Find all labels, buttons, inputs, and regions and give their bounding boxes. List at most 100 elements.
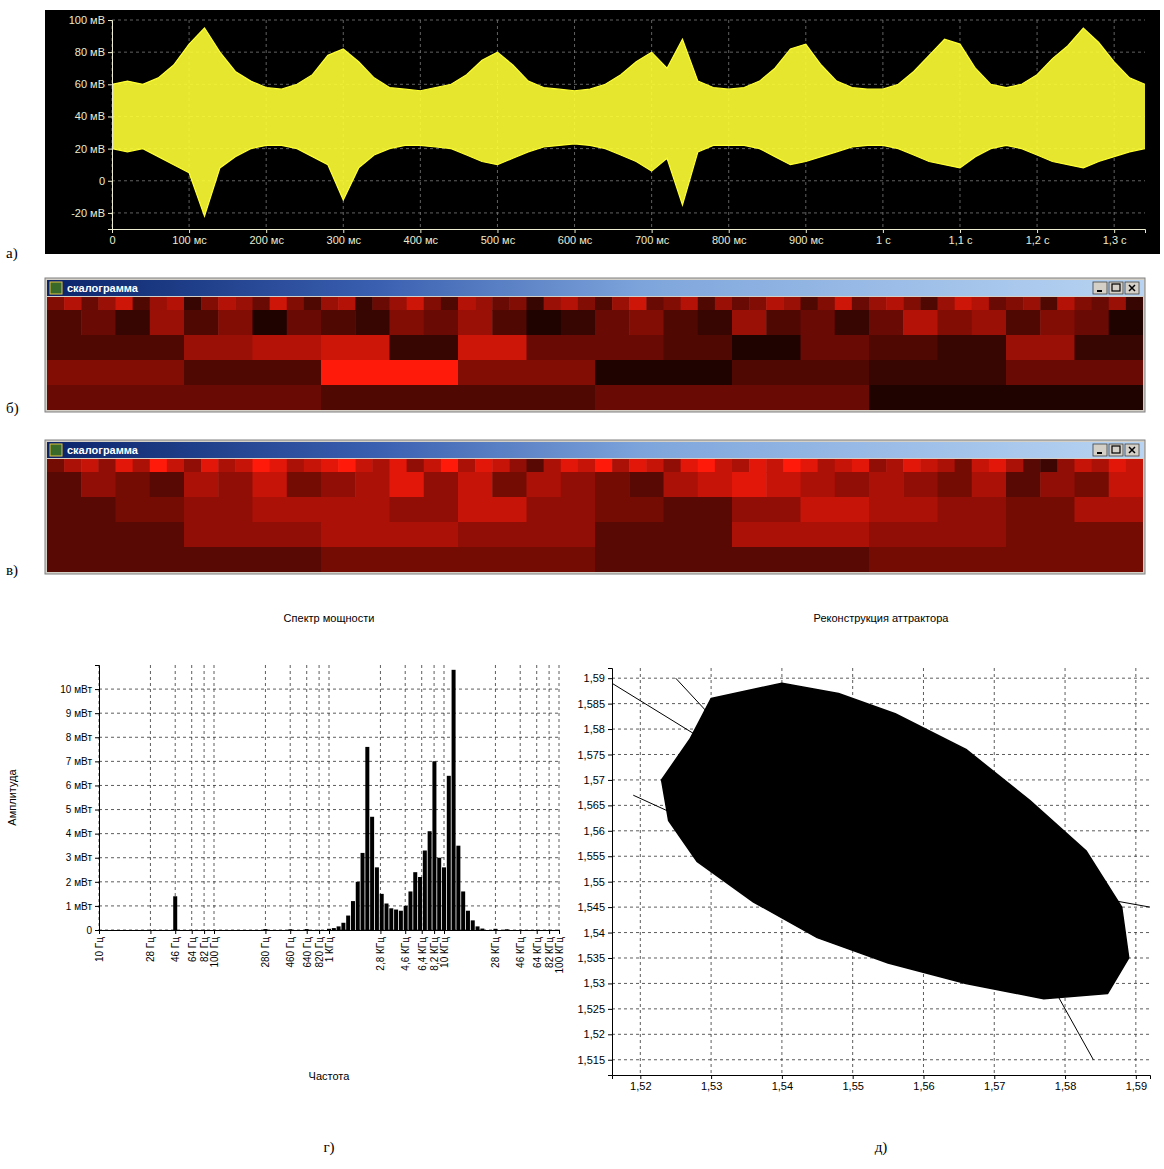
tick-label: 1,55 [842, 1080, 863, 1092]
tick-label: 0 [109, 234, 115, 246]
scalogram-cell [1006, 497, 1075, 523]
scalogram-cell [355, 472, 390, 498]
bar [471, 920, 475, 930]
tick-label: 1,1 с [949, 234, 973, 246]
scalogram-cell [321, 335, 390, 361]
grid-line [99, 857, 559, 858]
tick: 600 мс [558, 229, 593, 246]
tick-mark [108, 213, 112, 214]
scalogram-cell [304, 297, 322, 311]
tick: 10 Гц [94, 930, 105, 962]
scalogram-cell [47, 297, 65, 311]
scalogram-cell [664, 297, 682, 311]
tick-label: 1,59 [1126, 1080, 1147, 1092]
scalogram-cell [595, 522, 733, 548]
tick-label: 7 мВт [66, 756, 93, 767]
chart-title: Реконструкция аттрактора [814, 612, 950, 624]
scalogram-cell [1075, 310, 1110, 336]
grid-line [612, 678, 1150, 679]
scalogram-cell [458, 335, 527, 361]
grid-line [99, 761, 559, 762]
tick: 800 мс [712, 229, 747, 246]
tick-label: 100 КГц [554, 937, 565, 974]
tick: 1,56 [584, 825, 612, 837]
scalogram-cell [972, 297, 990, 311]
tick-label: 6 мВт [66, 780, 93, 791]
scalogram-cell [47, 459, 65, 473]
tick-mark [608, 805, 612, 806]
scalogram-cell [869, 547, 1143, 572]
scalogram-cell [595, 297, 613, 311]
tick: 1,585 [577, 698, 612, 710]
scalogram-cell [184, 297, 202, 311]
scalogram-cell [664, 472, 699, 498]
attractor-panel: 1,5151,521,5251,531,5351,541,5451,551,55… [577, 612, 1150, 1092]
tick-mark [1065, 1075, 1066, 1079]
scalogram-cell [698, 459, 716, 473]
tick-label: 400 мс [404, 234, 439, 246]
scalogram-cell [287, 310, 322, 336]
scalogram-cell [664, 310, 699, 336]
tick-mark [608, 780, 612, 781]
window-button [1109, 282, 1123, 294]
tick-label: 6,4 КГц [417, 937, 428, 971]
grid [640, 668, 1136, 1075]
scalogram-cell [509, 297, 527, 311]
scalogram-cell [47, 385, 322, 410]
scalogram-cell [595, 497, 664, 523]
tick: 1,58 [584, 723, 612, 735]
scalogram-cell [270, 459, 288, 473]
tick: 1,555 [577, 850, 612, 862]
button-glyph [1112, 446, 1120, 453]
scalogram-cell [218, 459, 236, 473]
axis: 01 мВт2 мВт3 мВт4 мВт5 мВт6 мВт7 мВт8 мВ… [60, 666, 99, 936]
scalogram-cell [458, 459, 476, 473]
tick: 1,525 [577, 1003, 612, 1015]
tick-label: 1,3 с [1103, 234, 1127, 246]
scalogram-cell [492, 459, 510, 473]
scalogram-cells [47, 459, 1143, 572]
scalogram-cell [1040, 459, 1058, 473]
scalogram-cell [475, 459, 493, 473]
tick: 60 мВ [75, 78, 112, 90]
tick: 0 [99, 175, 112, 187]
scalogram-cell [475, 297, 493, 311]
scalogram-cell [938, 310, 973, 336]
tick-mark [420, 229, 421, 233]
tick-label: 1,57 [984, 1080, 1005, 1092]
scalogram-cell [972, 472, 1007, 498]
scalogram-cell [81, 459, 99, 473]
scalogram-cell [184, 310, 219, 336]
scalogram-cell [47, 522, 185, 548]
scalogram-cell [321, 547, 596, 572]
tick: 700 мс [635, 229, 670, 246]
tick-mark [204, 930, 205, 934]
scalogram-cell [304, 459, 322, 473]
scalogram-cell [321, 472, 356, 498]
scalogram-cell [561, 297, 579, 311]
scalogram-cell [869, 360, 1007, 386]
grid-line [612, 1034, 1150, 1035]
scalogram-cell [218, 310, 253, 336]
tick: 1,575 [577, 749, 612, 761]
scalogram-cell [869, 335, 938, 361]
tick-mark [1114, 229, 1115, 233]
tick-label: 3 мВт [66, 852, 93, 863]
scalogram-cell [869, 472, 904, 498]
tick: 6 мВт [66, 780, 99, 791]
tick-mark [608, 958, 612, 959]
tick-label: 4,6 КГц [400, 937, 411, 971]
scalogram-cell [458, 297, 476, 311]
scalogram-cell [681, 459, 699, 473]
tick-mark [782, 1075, 783, 1079]
tick-mark [95, 713, 99, 714]
button-glyph [1129, 285, 1135, 291]
scalogram-cell [801, 310, 836, 336]
grid-line [559, 665, 560, 930]
scalogram-cell [664, 459, 682, 473]
tick-mark [652, 229, 653, 233]
scalogram-cell [270, 297, 288, 311]
tick: 100 мс [172, 229, 207, 246]
bar [341, 923, 345, 930]
tick: 6,4 КГц [417, 930, 428, 971]
